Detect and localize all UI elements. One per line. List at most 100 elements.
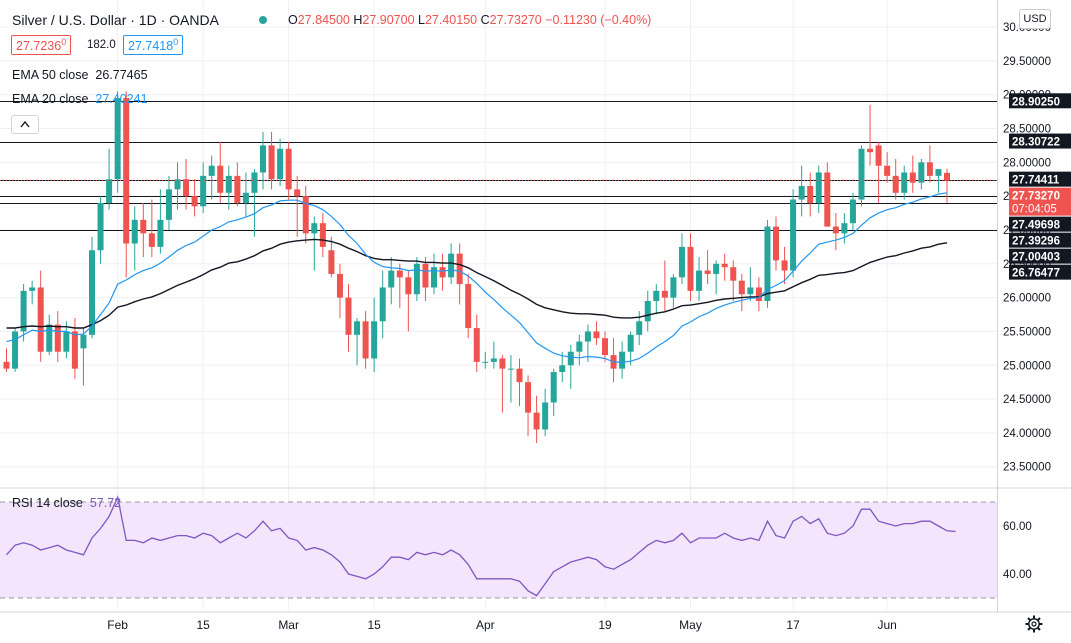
candle-body[interactable] xyxy=(935,169,942,176)
candle-body[interactable] xyxy=(482,361,489,363)
price-axis-label-bg[interactable] xyxy=(1009,187,1071,216)
buy-price-box[interactable]: 27.74180 xyxy=(123,35,184,56)
ema50-legend[interactable]: EMA 50 close 26.77465 xyxy=(12,68,148,82)
candle-body[interactable] xyxy=(413,263,420,295)
candle-body[interactable] xyxy=(533,412,540,430)
candle-body[interactable] xyxy=(858,148,865,200)
candle-body[interactable] xyxy=(696,270,703,291)
candle-body[interactable] xyxy=(944,172,950,181)
candle-body[interactable] xyxy=(191,196,198,207)
candle-body[interactable] xyxy=(926,162,933,176)
candle-body[interactable] xyxy=(824,172,831,227)
price-axis-label-bg[interactable] xyxy=(1009,93,1071,109)
candle-body[interactable] xyxy=(285,148,292,190)
price-axis-label-bg[interactable] xyxy=(1009,232,1071,248)
candle-body[interactable] xyxy=(336,273,343,298)
candle-body[interactable] xyxy=(781,260,788,271)
candle-body[interactable] xyxy=(473,328,480,362)
candle-body[interactable] xyxy=(3,361,10,369)
chart-settings-button[interactable] xyxy=(1024,614,1044,634)
candle-body[interactable] xyxy=(431,267,437,288)
candle-body[interactable] xyxy=(909,172,916,183)
candle-body[interactable] xyxy=(602,338,608,356)
candle-body[interactable] xyxy=(815,172,822,203)
candle-body[interactable] xyxy=(328,250,335,274)
candle-body[interactable] xyxy=(251,172,258,193)
candle-body[interactable] xyxy=(174,179,181,190)
candle-body[interactable] xyxy=(516,368,523,383)
candle-body[interactable] xyxy=(242,192,249,203)
candle-body[interactable] xyxy=(867,148,874,153)
rsi-legend[interactable]: RSI 14 close 57.72 xyxy=(12,496,121,510)
candle-body[interactable] xyxy=(29,287,36,291)
candle-body[interactable] xyxy=(507,368,514,370)
candle-body[interactable] xyxy=(807,186,814,203)
candle-body[interactable] xyxy=(268,145,275,180)
candle-body[interactable] xyxy=(183,179,190,197)
candle-body[interactable] xyxy=(918,162,925,183)
rsi-line[interactable] xyxy=(6,495,956,597)
price-axis-label-bg[interactable] xyxy=(1009,171,1071,187)
candle-body[interactable] xyxy=(405,277,412,295)
candle-body[interactable] xyxy=(37,287,44,352)
candle-body[interactable] xyxy=(165,189,172,220)
candle-body[interactable] xyxy=(448,253,455,278)
candle-body[interactable] xyxy=(678,246,685,278)
price-axis-label-bg[interactable] xyxy=(1009,248,1071,264)
candle-body[interactable] xyxy=(140,219,147,234)
collapse-legend-button[interactable] xyxy=(11,115,39,134)
candle-body[interactable] xyxy=(875,145,882,166)
candle-body[interactable] xyxy=(89,250,95,335)
candle-body[interactable] xyxy=(584,331,591,342)
candle-body[interactable] xyxy=(379,287,386,322)
candle-body[interactable] xyxy=(439,267,446,278)
candle-body[interactable] xyxy=(619,351,626,369)
candle-body[interactable] xyxy=(12,331,19,369)
candle-body[interactable] xyxy=(892,175,899,193)
ema20-legend[interactable]: EMA 20 close 27.40241 xyxy=(12,92,148,106)
candle-body[interactable] xyxy=(713,263,720,274)
candle-body[interactable] xyxy=(234,175,241,203)
candle-body[interactable] xyxy=(559,365,566,373)
candle-body[interactable] xyxy=(396,270,403,278)
candle-body[interactable] xyxy=(832,226,839,234)
candle-body[interactable] xyxy=(901,172,908,193)
candle-body[interactable] xyxy=(311,223,318,234)
candle-body[interactable] xyxy=(465,284,472,329)
price-axis-label-bg[interactable] xyxy=(1009,264,1071,280)
candle-body[interactable] xyxy=(422,263,429,288)
symbol-title[interactable]: Silver / U.S. Dollar · 1D · OANDA xyxy=(12,12,219,28)
candle-body[interactable] xyxy=(653,290,660,301)
candle-body[interactable] xyxy=(704,270,711,274)
candle-body[interactable] xyxy=(106,179,113,203)
candle-body[interactable] xyxy=(225,175,232,193)
candle-body[interactable] xyxy=(80,334,87,349)
candle-body[interactable] xyxy=(627,334,634,352)
candle-body[interactable] xyxy=(636,321,643,335)
candle-body[interactable] xyxy=(371,321,378,359)
candle-body[interactable] xyxy=(97,202,104,251)
price-axis-label-bg[interactable] xyxy=(1009,216,1071,232)
candle-body[interactable] xyxy=(721,263,728,268)
candle-body[interactable] xyxy=(277,148,284,180)
candle-body[interactable] xyxy=(884,165,891,176)
candle-body[interactable] xyxy=(123,98,130,244)
candle-body[interactable] xyxy=(131,219,138,244)
candle-body[interactable] xyxy=(499,358,506,369)
candle-body[interactable] xyxy=(20,290,27,332)
candle-body[interactable] xyxy=(798,186,805,200)
candle-body[interactable] xyxy=(71,331,78,369)
candle-body[interactable] xyxy=(764,226,771,301)
candle-body[interactable] xyxy=(550,372,557,403)
candle-body[interactable] xyxy=(593,331,600,339)
candle-body[interactable] xyxy=(362,321,369,359)
candle-body[interactable] xyxy=(294,189,301,197)
candle-body[interactable] xyxy=(661,290,668,298)
candle-body[interactable] xyxy=(576,341,583,352)
candle-body[interactable] xyxy=(542,402,549,430)
candle-body[interactable] xyxy=(773,226,779,261)
candle-body[interactable] xyxy=(200,175,207,207)
candle-body[interactable] xyxy=(54,324,61,352)
candle-body[interactable] xyxy=(217,165,224,193)
candle-body[interactable] xyxy=(319,223,326,247)
